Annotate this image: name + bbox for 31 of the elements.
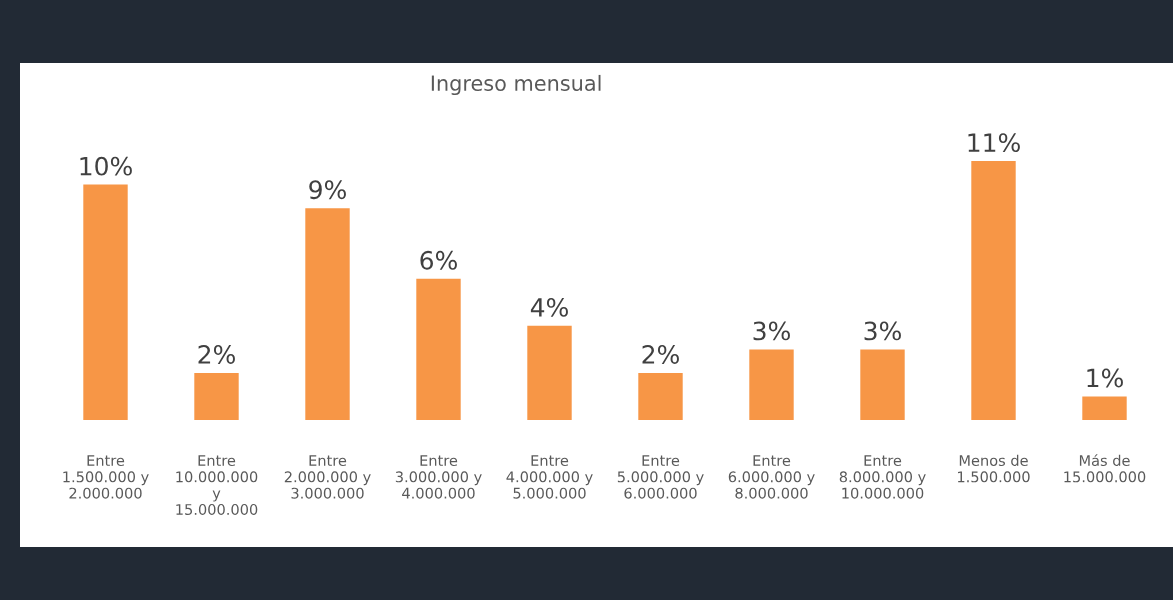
bar [527, 325, 572, 420]
bar [416, 278, 461, 420]
bar [860, 349, 905, 420]
data-label: 2% [198, 345, 235, 364]
data-label: 6% [420, 250, 457, 270]
x-tick-label: Entre 6.000.000 y 8.000.000 [728, 455, 815, 499]
x-tick-label: Más de 15.000.000 [1064, 454, 1146, 483]
data-label: 3% [864, 321, 901, 341]
data-label: 2% [642, 345, 679, 364]
data-label: 9% [309, 180, 346, 200]
x-tick-label: Entre 10.000.000 y 15.000.000 [176, 455, 258, 515]
bar [749, 349, 794, 420]
x-tick-label: Entre 1.500.000 y 2.000.000 [63, 455, 149, 499]
data-label: 1% [1087, 368, 1123, 388]
data-label: 11% [968, 133, 1020, 153]
chart-title: Ingreso mensual [431, 74, 601, 96]
x-tick-label: Entre 3.000.000 y 4.000.000 [395, 455, 482, 499]
bar [638, 372, 683, 420]
bar [83, 184, 128, 420]
data-label: 10% [80, 156, 132, 176]
x-tick-label: Menos de 1.500.000 [957, 454, 1030, 483]
x-tick-label: Entre 4.000.000 y 5.000.000 [506, 455, 593, 499]
x-tick-label: Entre 2.000.000 y 3.000.000 [284, 455, 371, 499]
bar [305, 208, 350, 420]
x-tick-label: Entre 5.000.000 y 6.000.000 [617, 455, 704, 499]
bar [971, 161, 1016, 420]
bar [1082, 396, 1127, 420]
bar [194, 372, 239, 420]
data-label: 3% [753, 321, 790, 341]
data-label: 4% [530, 297, 568, 317]
x-tick-label: Entre 8.000.000 y 10.000.000 [839, 455, 926, 499]
